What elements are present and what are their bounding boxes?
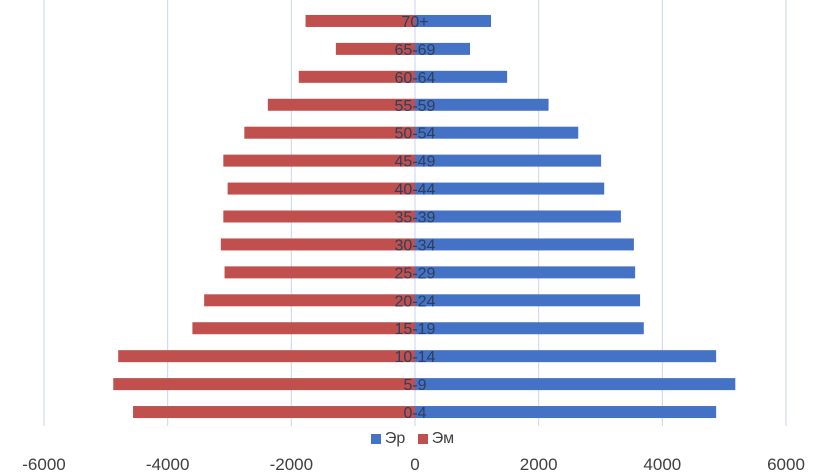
category-label: 25-29 [395,265,436,282]
category-label: 65-69 [395,42,436,59]
category-label: 45-49 [395,154,436,171]
category-label: 35-39 [395,210,436,227]
legend: Эр Эм [0,430,825,448]
category-label: 70+ [401,14,428,31]
category-label: 30-34 [395,237,436,254]
legend-item-er: Эр [370,430,406,448]
bar-er-20-24 [415,294,641,307]
bar-em-55-59 [267,98,415,111]
bar-er-70+ [415,14,492,27]
bar-er-50-54 [415,126,579,139]
bar-em-60-64 [298,70,415,83]
x-tick-label: 2000 [520,455,558,474]
bar-em-70+ [305,14,415,27]
legend-label-er: Эр [384,430,406,447]
bar-em-25-29 [224,266,415,279]
x-tick-label: 6000 [767,455,805,474]
legend-item-em: Эм [417,430,455,448]
bar-er-0-4 [415,406,717,419]
bar-em-0-4 [133,406,416,419]
bar-er-60-64 [415,70,508,83]
legend-label-em: Эм [431,430,455,447]
bar-er-10-14 [415,350,717,363]
x-tick-label: -4000 [146,455,189,474]
category-labels: 0-4 5-9 10-14 15-19 20-24 25-29 30-34 35-39 40-4… [395,14,436,422]
x-tick-label: -2000 [270,455,313,474]
bar-er-45-49 [415,154,602,167]
bar-em-45-49 [223,154,415,167]
category-label: 0-4 [403,405,426,422]
category-label: 20-24 [395,293,436,310]
bar-er-55-59 [415,98,549,111]
bar-er-5-9 [415,378,736,391]
category-label: 60-64 [395,70,436,87]
bar-em-35-39 [223,210,415,223]
legend-swatch-er [370,433,381,444]
category-label: 55-59 [395,98,436,115]
bar-er-40-44 [415,182,605,195]
x-tick-label: 4000 [643,455,681,474]
bar-em-65-69 [335,42,415,55]
x-tick-label: -6000 [22,455,65,474]
bar-er-15-19 [415,322,644,335]
category-label: 50-54 [395,126,436,143]
bar-em-30-34 [220,238,415,251]
bar-em-15-19 [192,322,415,335]
bar-er-65-69 [415,42,471,55]
x-axis-ticks: -6000 -4000 -2000 0 2000 4000 6000 [22,455,805,474]
bar-em-20-24 [204,294,415,307]
bar-er-30-34 [415,238,634,251]
bar-em-50-54 [244,126,415,139]
bar-er-35-39 [415,210,621,223]
bar-em-5-9 [113,378,416,391]
category-label: 10-14 [395,349,436,366]
bars [113,14,736,419]
legend-swatch-em [417,433,428,444]
bar-er-25-29 [415,266,636,279]
x-tick-label: 0 [410,455,419,474]
bar-em-40-44 [227,182,415,195]
category-label: 40-44 [395,182,436,199]
category-label: 15-19 [395,321,436,338]
bar-em-10-14 [118,350,415,363]
category-label: 5-9 [403,377,426,394]
